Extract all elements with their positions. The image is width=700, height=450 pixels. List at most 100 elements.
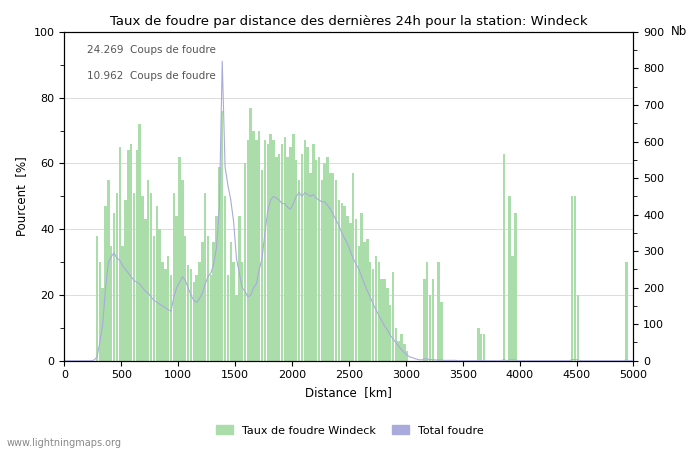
Bar	[96, 236, 98, 361]
Bar	[193, 282, 195, 361]
Bar	[440, 302, 442, 361]
Bar	[158, 229, 161, 361]
Bar	[392, 272, 394, 361]
Bar	[398, 341, 400, 361]
Bar	[241, 262, 244, 361]
Bar	[267, 144, 269, 361]
Bar	[298, 180, 300, 361]
Bar	[216, 216, 218, 361]
Bar	[235, 295, 238, 361]
Bar	[335, 180, 337, 361]
Bar	[258, 130, 260, 361]
Bar	[232, 262, 234, 361]
Y-axis label: Nb: Nb	[671, 25, 687, 38]
Bar	[304, 140, 306, 361]
Bar	[360, 213, 363, 361]
Bar	[164, 269, 167, 361]
Bar	[155, 206, 158, 361]
Bar	[238, 216, 241, 361]
Text: www.lightningmaps.org: www.lightningmaps.org	[7, 438, 122, 448]
Bar	[161, 262, 164, 361]
Bar	[121, 246, 124, 361]
Bar	[139, 124, 141, 361]
Bar	[383, 279, 386, 361]
Legend: Taux de foudre Windeck, Total foudre: Taux de foudre Windeck, Total foudre	[212, 421, 488, 440]
Bar	[309, 173, 312, 361]
Bar	[102, 288, 104, 361]
Bar	[224, 196, 226, 361]
Bar	[372, 269, 375, 361]
Bar	[323, 163, 326, 361]
Bar	[261, 170, 263, 361]
Bar	[167, 256, 169, 361]
Bar	[363, 243, 365, 361]
Bar	[286, 157, 289, 361]
Bar	[511, 256, 514, 361]
Bar	[249, 108, 252, 361]
Bar	[332, 173, 335, 361]
Bar	[190, 269, 192, 361]
Bar	[329, 173, 332, 361]
Bar	[574, 196, 576, 361]
Bar	[429, 295, 431, 361]
Bar	[181, 180, 183, 361]
Bar	[187, 266, 189, 361]
Bar	[244, 163, 246, 361]
Bar	[213, 243, 215, 361]
Bar	[326, 157, 329, 361]
Bar	[337, 200, 340, 361]
Title: Taux de foudre par distance des dernières 24h pour la station: Windeck: Taux de foudre par distance des dernière…	[110, 15, 588, 28]
Bar	[346, 216, 349, 361]
Bar	[571, 196, 573, 361]
Bar	[144, 219, 146, 361]
Bar	[270, 134, 272, 361]
Bar	[118, 147, 121, 361]
Bar	[395, 328, 397, 361]
Bar	[221, 111, 223, 361]
Bar	[272, 140, 274, 361]
Bar	[104, 206, 107, 361]
Bar	[209, 275, 212, 361]
Bar	[246, 140, 249, 361]
Bar	[107, 180, 110, 361]
Bar	[403, 344, 405, 361]
Bar	[321, 180, 323, 361]
Bar	[315, 160, 317, 361]
Bar	[264, 140, 266, 361]
Bar	[99, 262, 101, 361]
Bar	[432, 279, 434, 361]
Bar	[301, 153, 303, 361]
Bar	[406, 351, 408, 361]
Text: 24.269  Coups de foudre: 24.269 Coups de foudre	[87, 45, 216, 55]
Bar	[477, 328, 480, 361]
Bar	[113, 213, 116, 361]
Bar	[204, 193, 206, 361]
Bar	[289, 147, 292, 361]
Bar	[349, 223, 351, 361]
Bar	[141, 196, 144, 361]
Bar	[366, 239, 369, 361]
Bar	[400, 334, 402, 361]
Bar	[386, 288, 389, 361]
Bar	[483, 334, 485, 361]
Bar	[341, 203, 343, 361]
Bar	[127, 150, 130, 361]
Bar	[625, 262, 628, 361]
Bar	[278, 153, 281, 361]
Bar	[369, 262, 372, 361]
Bar	[116, 193, 118, 361]
Text: 10.962  Coups de foudre: 10.962 Coups de foudre	[87, 72, 216, 81]
Bar	[153, 236, 155, 361]
Bar	[503, 153, 505, 361]
Bar	[125, 200, 127, 361]
Bar	[275, 157, 277, 361]
Bar	[508, 196, 511, 361]
Bar	[426, 262, 428, 361]
Bar	[438, 262, 440, 361]
X-axis label: Distance  [km]: Distance [km]	[305, 386, 392, 399]
Bar	[389, 305, 391, 361]
Bar	[295, 160, 298, 361]
Bar	[133, 193, 135, 361]
Bar	[147, 180, 149, 361]
Bar	[130, 144, 132, 361]
